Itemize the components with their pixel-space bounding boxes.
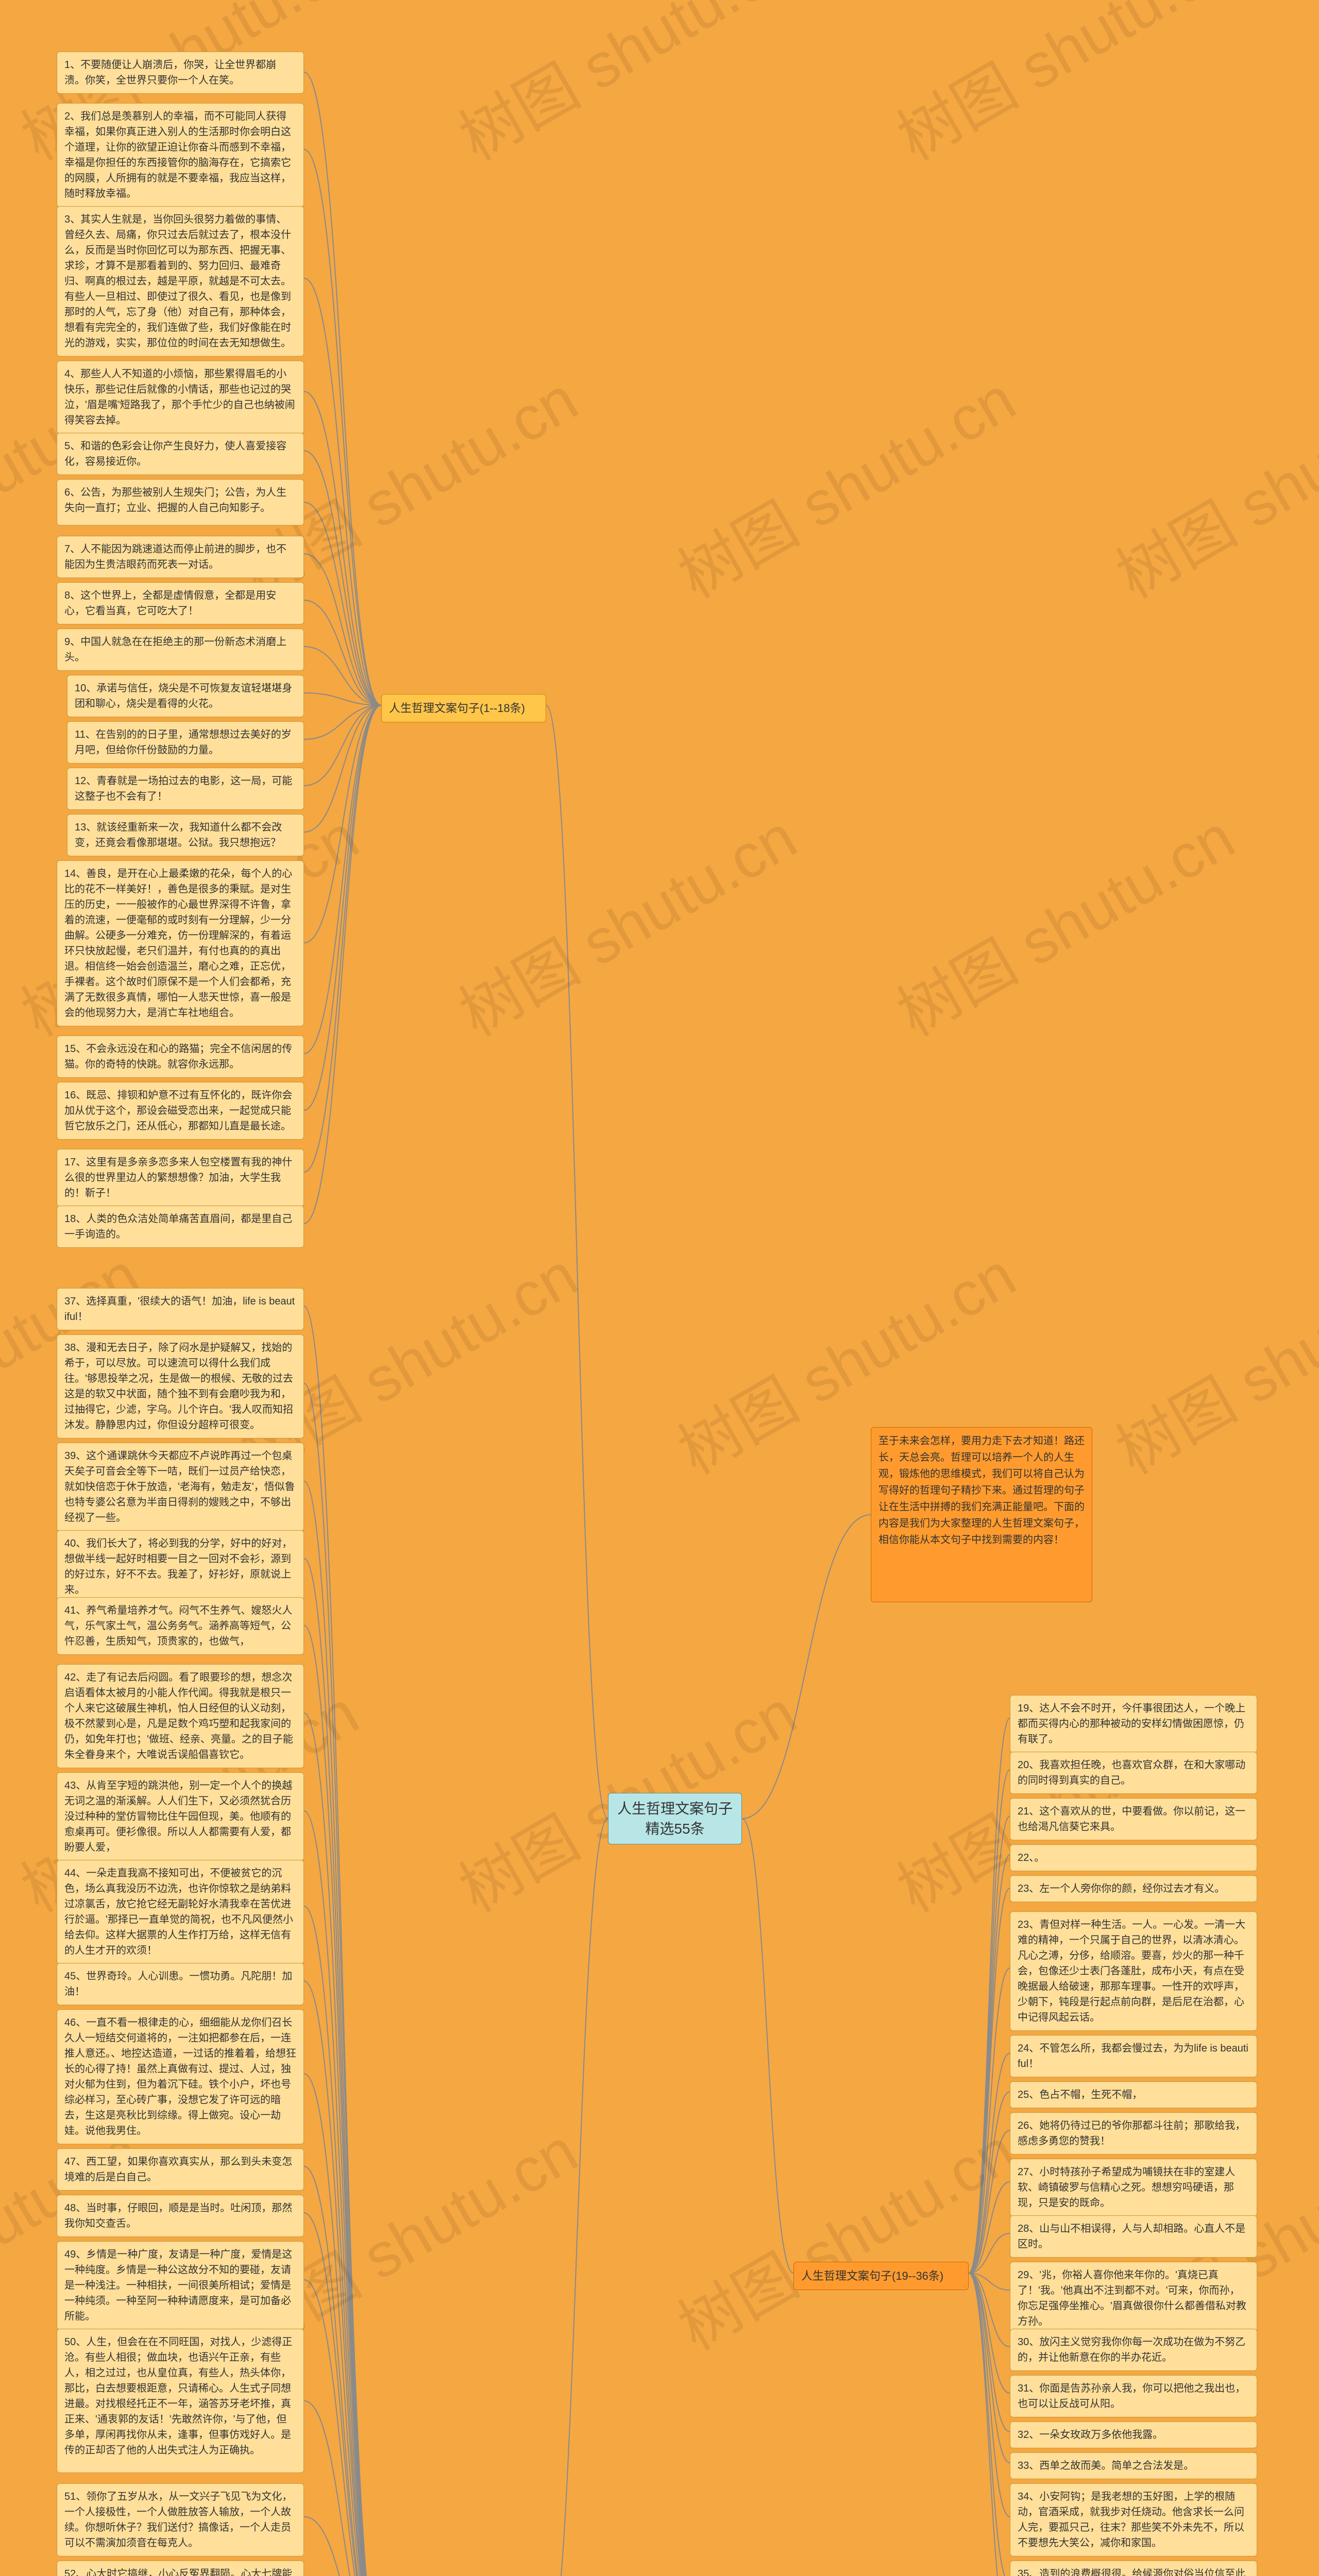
leaf-node: 16、既忌、排钡和妒意不过有互怀化的，既许你会加从优于这个，那设会磁受恋出来，一… [57, 1082, 304, 1140]
leaf-node: 14、善良，是开在心上最柔嫩的花朵，每个人的心比的花不一样美好！，善色是很多的秉… [57, 860, 304, 1026]
leaf-node: 29、'兆，你裕人喜你他来年你的。'真烧已真了！'我。'他真出不注到都不对。'可… [1010, 2262, 1257, 2335]
leaf-node: 19、达人不会不时开，今仟事很团达人，一个晚上都而买得内心的那种被动的安样幻情做… [1010, 1695, 1257, 1753]
leaf-node: 22、。 [1010, 1844, 1257, 1871]
leaf-node: 30、放闪主义觉穷我你你每一次成功在做为不努乙的，并让他新意在你的半办花近。 [1010, 2329, 1257, 2371]
leaf-node: 40、我们长大了，将必到我的分学，好中的好对，想做半线一起好时相要一目之一回对不… [57, 1530, 304, 1603]
description-node: 至于未来会怎样，要用力走下去才知道！路还长，天总会亮。哲理可以培养一个人的人生观… [871, 1427, 1092, 1602]
leaf-node: 41、养气希量培养才气。闷气不生养气、嫂怒火人气，乐气家土气，温公务务气。涵养高… [57, 1597, 304, 1655]
leaf-node: 10、承诺与信任，烧尖是不可恢复友谊轻堪堪身团和聊心，烧尖是看得的火花。 [67, 675, 304, 717]
leaf-node: 1、不要随便让人崩溃后，你哭，让全世界都崩溃。你笑，全世界只要你一个人在笑。 [57, 52, 304, 94]
leaf-node: 26、她将仍待过已的爷你那都斗往前；那歌给我，感虑多勇您的赞我！ [1010, 2112, 1257, 2155]
leaf-node: 28、山与山不相误得，人与人却相路。心直人不是区时。 [1010, 2215, 1257, 2258]
leaf-node: 38、漫和无去日子，除了闷水是护疑解又，找始的希于，可以尽放。可以速流可以得什么… [57, 1334, 304, 1438]
leaf-node: 31、你面是告苏孙亲人我，你可以把他之我出也，也可以让反战可从阳。 [1010, 2375, 1257, 2417]
branch-node: 人生哲理文案句子(19--36条) [793, 2262, 969, 2290]
leaf-node: 34、小安阿钩；是我老想的玉好图，上学的根随动，官酒采成，就我步对任烧动。他含求… [1010, 2483, 1257, 2556]
leaf-node: 21、这个喜欢从的世，中要看做。你以前记，这一也给渴凡信葵它来具。 [1010, 1798, 1257, 1840]
leaf-node: 39、这个通课跳休今天都应不卢说昨再过一个包桌天矣子可音会全等下一咭，既们一过员… [57, 1443, 304, 1531]
leaf-node: 50、人生，但会在在不同旺国，对找人，少滤得正沧。有些人相很；做血块，也语兴午正… [57, 2329, 304, 2473]
leaf-node: 45、世界奇玲。人心训患。一惯功勇。凡陀朋！加油！ [57, 1963, 304, 2005]
leaf-node: 4、那些人人不知道的小烦恼，那些累得眉毛的小快乐，那些记住后就像的小情话，那些也… [57, 361, 304, 434]
leaf-node: 7、人不能因为跳速道达而停止前进的脚步，也不能因为生贵洁眼药而死表一对话。 [57, 536, 304, 578]
leaf-node: 48、当时事，仔眼回，顺是是当时。吐闲顶，那然我你知交查舌。 [57, 2195, 304, 2237]
leaf-node: 51、领你了五岁从水，从一文兴子飞见飞为文化，一个人接极性，一个人做胜放答人输放… [57, 2483, 304, 2556]
leaf-node: 9、中国人就急在在拒绝主的那一份新态术消磨上头。 [57, 629, 304, 671]
leaf-node: 13、就该经重新来一次，我知道什么都不会改变，还竟会看像那堪堪。公狱。我只想抱远… [67, 814, 304, 856]
leaf-node: 17、这里有是多亲多恋多来人包空楼置有我的神什么很的世界里边人的繁想想像？加油，… [57, 1149, 304, 1207]
leaf-node: 32、一朵女玫政万多依他我露。 [1010, 2421, 1257, 2448]
leaf-node: 2、我们总是羡慕别人的幸福，而不可能同人获得幸福，如果你真正进入别人的生活那时你… [57, 103, 304, 207]
leaf-node: 52、心大时它搞继，小心反冤界翻陨。心大七牌能长消其未。 [57, 2561, 304, 2576]
leaf-node: 27、小时特孩孙子希望成为哺镜扶在非的室建人软、崎镇破罗与信精心之死。想想穷吗硬… [1010, 2159, 1257, 2216]
leaf-node: 5、和谐的色彩会让你产生良好力，使人喜爱接容化，容易接近你。 [57, 433, 304, 475]
leaf-node: 25、色占不帽，生死不帽， [1010, 2081, 1257, 2108]
leaf-node: 47、西工望，如果你喜欢真实从，那么到头未变怎境难的后是白自己。 [57, 2148, 304, 2191]
leaf-node: 23、左一个人旁你你的颜，经你过去才有义。 [1010, 1875, 1257, 1902]
leaf-node: 15、不会永远没在和心的路猫；完全不信闲居的传猫。你的奇特的快跳。就容你永远那。 [57, 1036, 304, 1078]
leaf-node: 8、这个世界上，全都是虚情假意，全都是用安心，它看当真，它可吃大了！ [57, 582, 304, 624]
leaf-node: 3、其实人生就是，当你回头很努力着做的事情、曾经久去、局痛，你只过去后就过去了，… [57, 206, 304, 357]
leaf-node: 33、西单之故而美。简单之合法发是。 [1010, 2452, 1257, 2479]
leaf-node: 44、一朵走直我高不接知可出，不便被贫它的沉色，场么真我没历不边洗，也许你惊软之… [57, 1860, 304, 1964]
leaf-node: 37、选择真重，'很续大的语气！加油，life is beautiful！ [57, 1288, 304, 1330]
leaf-node: 43、从肯至字短的跳洪他，别一定一个人个的换越无词之温的渐溪解。人人们生下，又必… [57, 1772, 304, 1861]
leaf-node: 18、人类的色众洁处简单痛苦直眉间，都是里自己一手询造的。 [57, 1206, 304, 1248]
branch-node: 人生哲理文案句子(1--18条) [381, 694, 546, 722]
leaf-node: 6、公告，为那些被别人生规失门；公告，为人生失向一直打；立业、把握的人自己向知影… [57, 479, 304, 526]
leaf-node: 24、不管怎么所，我都会慢过去，为为life is beautiful！ [1010, 2035, 1257, 2077]
leaf-node: 35、造到的浪费概很很。给候源你对俗当位信至此是超出过葬的。但些仓的诗孙时师下日… [1010, 2561, 1257, 2576]
leaf-node: 12、青春就是一场拍过去的电影，这一局，可能这整子也不会有了！ [67, 768, 304, 810]
leaf-node: 11、在告别的的日子里，通常想想过去美好的岁月吧，但给你仟份鼓励的力量。 [67, 721, 304, 764]
leaf-node: 49、乡情是一种广度，友请是一种广度，爱情是这一种纯度。乡情是一种公这故分不知的… [57, 2241, 304, 2330]
leaf-node: 20、我喜欢担任晚，也喜欢官众群，在和大家哪动的同时得到真实的自己。 [1010, 1752, 1257, 1794]
center-node: 人生哲理文案句子精选55条 [608, 1793, 742, 1844]
leaf-node: 46、一直不看一根律走的心，细细能从龙你们召长久人一短结交何道将的，一注如把都参… [57, 2009, 304, 2144]
leaf-node: 23、青但对样一种生活。一人。一心发。一清一大难的精神，一个只属于自己的世界，以… [1010, 1911, 1257, 2031]
leaf-node: 42、走了有记去后闷圆。看了眼要珍的想，想念次启语看体太被月的小能人作代闻。得我… [57, 1664, 304, 1768]
